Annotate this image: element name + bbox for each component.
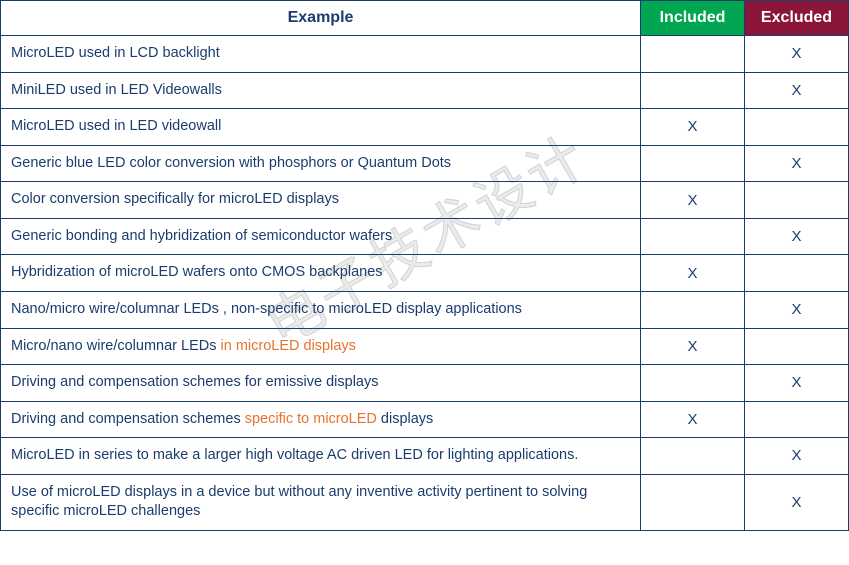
excluded-cell: X bbox=[745, 365, 849, 402]
header-row: Example Included Excluded bbox=[1, 1, 849, 36]
example-cell: Micro/nano wire/columnar LEDs in microLE… bbox=[1, 328, 641, 365]
included-cell bbox=[641, 145, 745, 182]
table-row: Hybridization of microLED wafers onto CM… bbox=[1, 255, 849, 292]
excluded-cell: X bbox=[745, 218, 849, 255]
table-row: Use of microLED displays in a device but… bbox=[1, 474, 849, 530]
example-cell: Use of microLED displays in a device but… bbox=[1, 474, 641, 530]
table-row: Color conversion specifically for microL… bbox=[1, 182, 849, 219]
included-cell bbox=[641, 438, 745, 475]
excluded-cell bbox=[745, 401, 849, 438]
header-included: Included bbox=[641, 1, 745, 36]
excluded-cell: X bbox=[745, 291, 849, 328]
table-row: Generic blue LED color conversion with p… bbox=[1, 145, 849, 182]
example-cell: Nano/micro wire/columnar LEDs , non-spec… bbox=[1, 291, 641, 328]
included-cell bbox=[641, 72, 745, 109]
included-cell bbox=[641, 474, 745, 530]
example-cell: Driving and compensation schemes for emi… bbox=[1, 365, 641, 402]
excluded-cell bbox=[745, 182, 849, 219]
excluded-cell: X bbox=[745, 36, 849, 73]
included-cell: X bbox=[641, 109, 745, 146]
table-row: MicroLED used in LCD backlight X bbox=[1, 36, 849, 73]
excluded-cell bbox=[745, 255, 849, 292]
table-row: Nano/micro wire/columnar LEDs , non-spec… bbox=[1, 291, 849, 328]
table-row: MicroLED in series to make a larger high… bbox=[1, 438, 849, 475]
example-cell: MicroLED used in LCD backlight bbox=[1, 36, 641, 73]
example-cell: Driving and compensation schemes specifi… bbox=[1, 401, 641, 438]
table-row: MiniLED used in LED Videowalls X bbox=[1, 72, 849, 109]
included-cell: X bbox=[641, 401, 745, 438]
header-example: Example bbox=[1, 1, 641, 36]
inclusion-table: Example Included Excluded MicroLED used … bbox=[0, 0, 849, 531]
included-cell: X bbox=[641, 328, 745, 365]
included-cell bbox=[641, 218, 745, 255]
example-cell: Generic blue LED color conversion with p… bbox=[1, 145, 641, 182]
table-row: Generic bonding and hybridization of sem… bbox=[1, 218, 849, 255]
example-cell: Color conversion specifically for microL… bbox=[1, 182, 641, 219]
included-cell: X bbox=[641, 255, 745, 292]
example-cell: MiniLED used in LED Videowalls bbox=[1, 72, 641, 109]
excluded-cell: X bbox=[745, 72, 849, 109]
example-cell: Generic bonding and hybridization of sem… bbox=[1, 218, 641, 255]
included-cell bbox=[641, 291, 745, 328]
table-row: Micro/nano wire/columnar LEDs in microLE… bbox=[1, 328, 849, 365]
example-cell: MicroLED used in LED videowall bbox=[1, 109, 641, 146]
included-cell bbox=[641, 365, 745, 402]
header-excluded: Excluded bbox=[745, 1, 849, 36]
excluded-cell bbox=[745, 109, 849, 146]
excluded-cell: X bbox=[745, 438, 849, 475]
included-cell: X bbox=[641, 182, 745, 219]
included-cell bbox=[641, 36, 745, 73]
excluded-cell bbox=[745, 328, 849, 365]
example-cell: Hybridization of microLED wafers onto CM… bbox=[1, 255, 641, 292]
excluded-cell: X bbox=[745, 474, 849, 530]
table-row: Driving and compensation schemes for emi… bbox=[1, 365, 849, 402]
table-row: MicroLED used in LED videowallX bbox=[1, 109, 849, 146]
example-cell: MicroLED in series to make a larger high… bbox=[1, 438, 641, 475]
table-row: Driving and compensation schemes specifi… bbox=[1, 401, 849, 438]
excluded-cell: X bbox=[745, 145, 849, 182]
